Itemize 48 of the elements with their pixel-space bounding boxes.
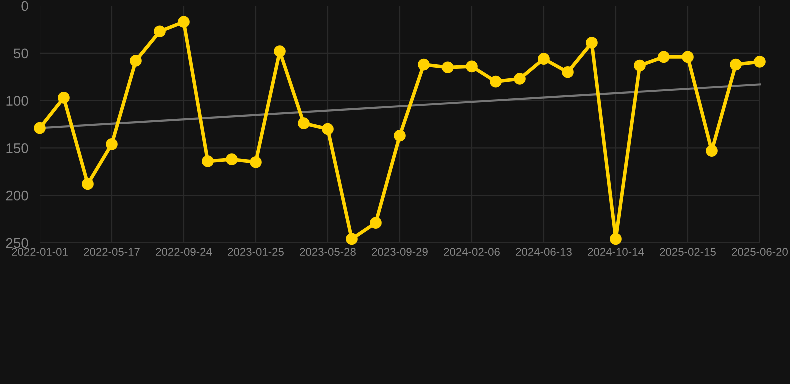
x-tick-label: 2024-10-14 [588,248,644,256]
x-tick-label: 2022-01-01 [12,248,68,256]
point [658,51,670,64]
point [418,58,430,71]
x-tick-label: 2022-05-17 [84,248,140,256]
x-tick-label: 2022-09-24 [156,248,212,256]
x-tick-label: 2024-06-13 [516,248,572,256]
point [250,156,262,168]
point [178,16,190,28]
x-tick-label: 2025-06-20 [732,248,788,256]
point [562,66,574,78]
point [682,51,694,64]
point [754,56,766,68]
point [514,73,526,85]
point [202,156,214,168]
point [370,217,382,229]
point [706,145,718,157]
point [106,138,118,150]
point [634,60,646,72]
point [538,53,550,65]
x-tick-label: 2024-02-06 [444,248,500,256]
point [226,154,238,166]
x-tick-label: 2023-05-28 [300,248,356,256]
y-tick-label: 250 [6,238,28,248]
point [274,46,286,58]
point [490,76,502,88]
y-tick-label: 100 [6,96,28,106]
x-tick-label: 2023-01-25 [228,248,284,256]
point [322,123,334,136]
point [466,60,478,73]
point [130,55,142,67]
point [154,26,166,38]
point [730,58,742,71]
point [298,118,310,130]
y-tick-label: 150 [6,144,28,154]
point [586,37,598,49]
y-tick-label: 50 [14,48,28,59]
x-tick-label: 2023-09-29 [372,248,428,256]
point [610,233,622,246]
point [82,178,94,190]
point [394,130,406,142]
point [442,62,454,74]
point [346,233,358,246]
point [34,122,46,134]
x-tick-label: 2025-02-15 [660,248,716,256]
point [58,92,70,104]
y-tick-label: 200 [6,190,28,201]
y-tick-label: 0 [22,1,28,12]
